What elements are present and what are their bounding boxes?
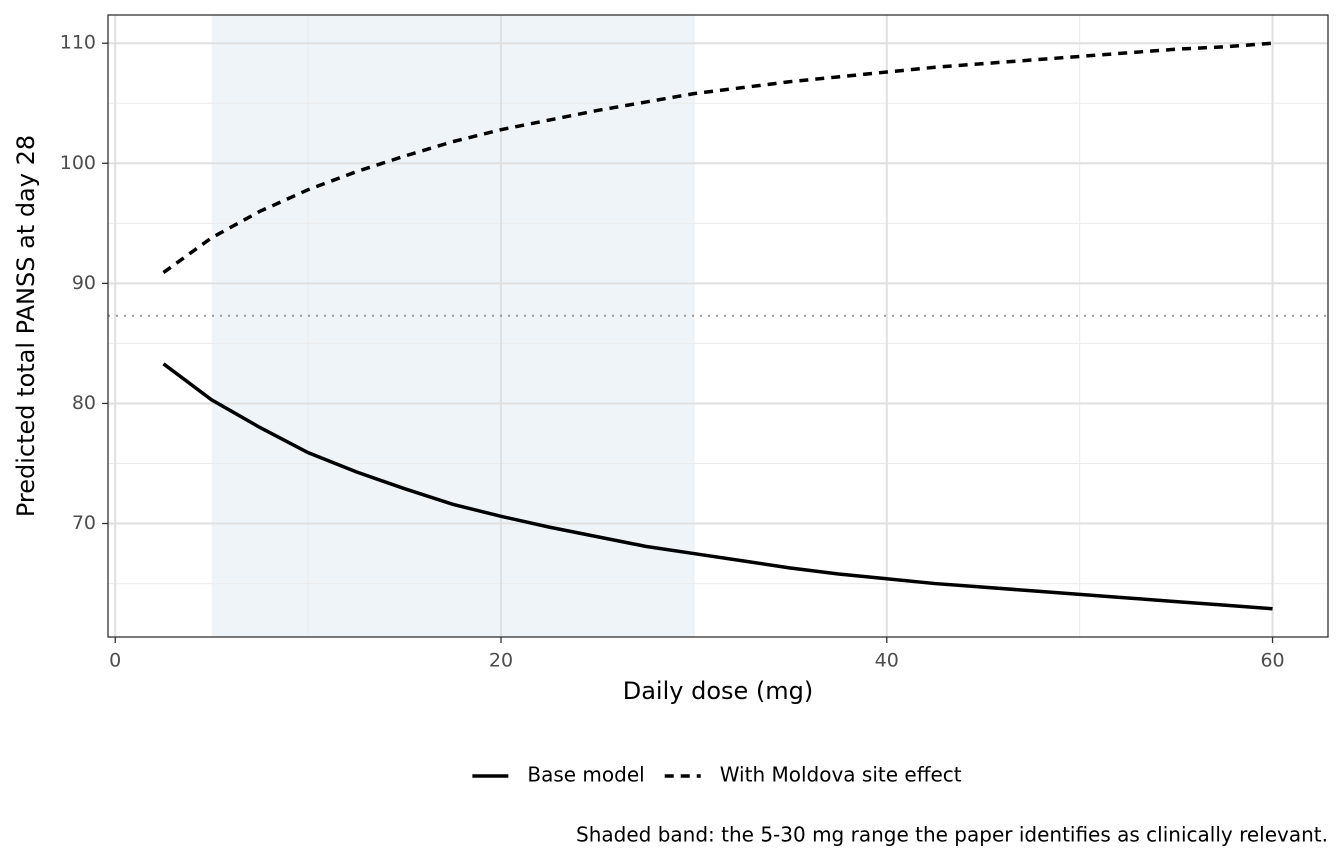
- x-axis-title: Daily dose (mg): [623, 677, 814, 705]
- highlight-band: [211, 15, 694, 637]
- x-tick-label: 20: [489, 650, 513, 672]
- x-tick-label: 60: [1260, 650, 1284, 672]
- y-tick-label: 110: [60, 32, 96, 54]
- x-tick-label: 0: [109, 650, 121, 672]
- y-tick-label: 100: [60, 152, 96, 174]
- y-tick-label: 70: [72, 512, 96, 534]
- y-axis-title: Predicted total PANSS at day 28: [12, 135, 40, 517]
- y-tick-label: 90: [72, 272, 96, 294]
- y-tick-label: 80: [72, 392, 96, 414]
- legend-label: With Moldova site effect: [720, 763, 962, 787]
- legend-label: Base model: [527, 763, 644, 787]
- series-line: [162, 362, 1273, 611]
- series-line: [162, 41, 1273, 274]
- x-tick-label: 40: [875, 650, 899, 672]
- caption: Shaded band: the 5-30 mg range the paper…: [576, 823, 1328, 847]
- panel-border: [107, 14, 1329, 638]
